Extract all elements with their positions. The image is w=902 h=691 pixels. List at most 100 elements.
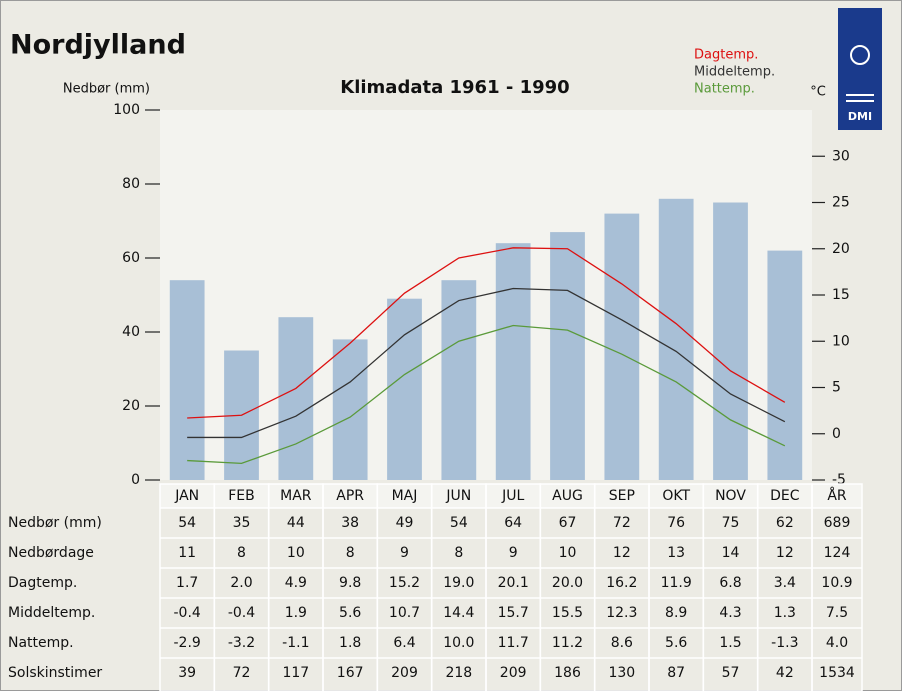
cell-value: 57	[722, 665, 740, 681]
bar	[387, 298, 422, 480]
header-label: MAJ	[392, 488, 418, 504]
cell-value: 87	[667, 665, 685, 681]
header-label: JUN	[445, 488, 471, 504]
row-label: Nedbørdage	[8, 545, 94, 561]
cell-value: 209	[500, 665, 527, 681]
cell-value: 12	[776, 545, 794, 561]
row-label: Dagtemp.	[8, 575, 77, 591]
cell-value: 72	[613, 515, 631, 531]
y2-tick-label: 30	[832, 148, 850, 164]
cell-value: -1.3	[771, 635, 798, 651]
cell-value: 10.0	[443, 635, 474, 651]
header-label: AUG	[552, 488, 583, 504]
header-label: DEC	[770, 488, 800, 504]
cell-value: 186	[554, 665, 581, 681]
bar	[550, 232, 585, 480]
header-label: NOV	[715, 488, 746, 504]
cell-value: -2.9	[174, 635, 201, 651]
cell-value: 62	[776, 515, 794, 531]
cell-value: 12.3	[606, 605, 637, 621]
logo-text: DMI	[848, 110, 872, 123]
cell-value: 44	[287, 515, 305, 531]
cell-value: 16.2	[606, 575, 637, 591]
cell-value: -3.2	[228, 635, 255, 651]
header-label: JAN	[174, 488, 199, 504]
header-label: MAR	[280, 488, 312, 504]
cell-value: 13	[667, 545, 685, 561]
cell-value: 38	[341, 515, 359, 531]
cell-value: -0.4	[174, 605, 201, 621]
cell-value: 12	[613, 545, 631, 561]
cell-value: 4.3	[719, 605, 741, 621]
cell-value: 49	[396, 515, 414, 531]
y2-axis-label: °C	[810, 85, 826, 100]
cell-value: 72	[233, 665, 251, 681]
row-label: Nedbør (mm)	[8, 515, 102, 531]
cell-value: 54	[450, 515, 468, 531]
header-label: OKT	[662, 488, 690, 504]
legend-entry: Dagtemp.	[694, 48, 758, 63]
cell-value: 2.0	[230, 575, 252, 591]
cell-value: -1.1	[282, 635, 309, 651]
bar	[713, 202, 748, 480]
cell-value: 130	[608, 665, 635, 681]
y2-tick-label: 10	[832, 333, 850, 349]
cell-value: 15.2	[389, 575, 420, 591]
legend-entry: Nattemp.	[694, 82, 755, 97]
cell-value: 5.6	[665, 635, 687, 651]
cell-value: 8	[346, 545, 355, 561]
y-tick-label: 100	[113, 102, 140, 118]
line	[187, 324, 786, 465]
logo-icon	[850, 45, 870, 65]
row-label: Solskinstimer	[8, 665, 102, 681]
cell-value: 9	[400, 545, 409, 561]
chart-subtitle: Klimadata 1961 - 1990	[340, 77, 569, 98]
header-label: SEP	[609, 488, 635, 504]
cell-value: 20.0	[552, 575, 583, 591]
y2-tick-label: 15	[832, 287, 850, 303]
cell-total: 1534	[819, 665, 855, 681]
cell-value: 35	[233, 515, 251, 531]
line	[187, 287, 786, 439]
cell-value: 1.7	[176, 575, 198, 591]
bar	[495, 243, 531, 480]
row-label: Nattemp.	[8, 635, 74, 651]
cell-total: 10.9	[821, 575, 852, 591]
table-bg	[160, 484, 862, 508]
cell-value: 9.8	[339, 575, 361, 591]
cell-value: 117	[282, 665, 309, 681]
cell-value: 1.8	[339, 635, 361, 651]
cell-value: 6.8	[719, 575, 741, 591]
y-axis-label: Nedbør (mm)	[63, 82, 150, 97]
cell-value: 11.7	[498, 635, 529, 651]
cell-value: 8.6	[611, 635, 633, 651]
header-label: JUL	[501, 488, 524, 504]
cell-value: 20.1	[498, 575, 529, 591]
header-label: APR	[336, 488, 364, 504]
cell-value: 39	[178, 665, 196, 681]
bar	[658, 198, 694, 481]
cell-value: 11.2	[552, 635, 583, 651]
cell-value: 10	[287, 545, 305, 561]
bar	[278, 317, 314, 480]
cell-value: 209	[391, 665, 418, 681]
cell-value: 75	[722, 515, 740, 531]
y-tick-label: 60	[122, 250, 140, 266]
cell-total: 4.0	[826, 635, 848, 651]
cell-value: 10	[559, 545, 577, 561]
cell-value: 8	[454, 545, 463, 561]
cell-value: 3.4	[774, 575, 796, 591]
cell-value: 67	[559, 515, 577, 531]
cell-value: 5.6	[339, 605, 361, 621]
cell-total: 124	[824, 545, 851, 561]
logo	[838, 8, 882, 130]
chart-title: Nordjylland	[10, 30, 186, 61]
y-tick-label: 80	[122, 176, 140, 192]
cell-value: 15.5	[552, 605, 583, 621]
cell-value: 4.9	[285, 575, 307, 591]
cell-value: 19.0	[443, 575, 474, 591]
cell-value: 1.5	[719, 635, 741, 651]
y2-tick-label: 5	[832, 380, 841, 396]
bar	[332, 339, 368, 480]
